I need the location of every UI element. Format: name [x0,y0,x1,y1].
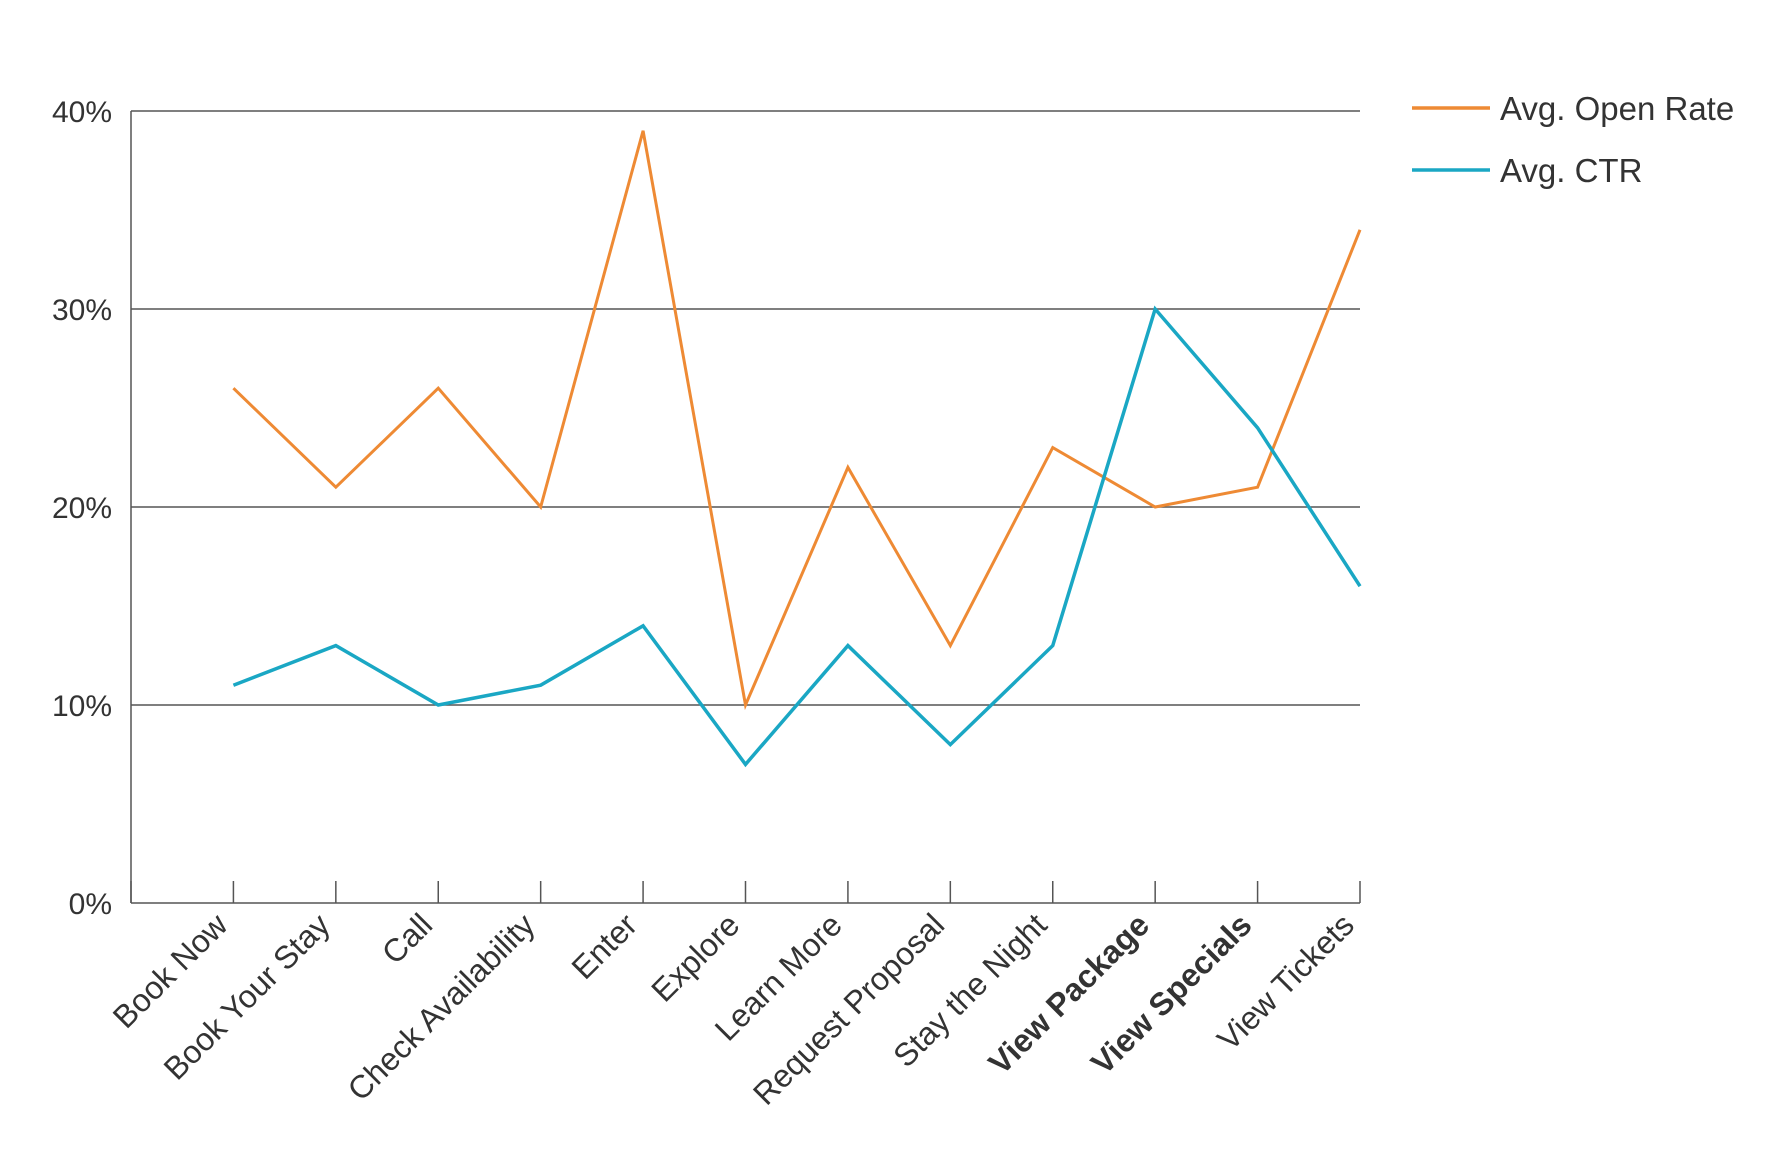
series-lines [232,130,1362,768]
x-tick-label: Request Proposal [746,906,951,1111]
series-line [232,305,1362,768]
y-tick-label: 20% [52,492,112,525]
y-tick-label: 30% [52,294,112,327]
y-tick-labels: 0% 10% 20% 30% 40% [52,96,112,921]
x-tick-label: Check Availability [340,906,541,1107]
x-tick-label: Call [375,906,439,970]
legend: Avg. Open Rate Avg. CTR [1412,90,1734,189]
x-tick-label: Explore [644,906,746,1008]
y-tick-label: 10% [52,690,112,723]
legend-label: Avg. CTR [1500,152,1642,189]
y-tick-label: 0% [69,888,112,921]
y-tick-label: 40% [52,96,112,129]
series-line [232,130,1362,711]
legend-label: Avg. Open Rate [1500,90,1734,127]
gridlines [131,110,1360,706]
axes [130,111,1361,904]
x-tick-label: Enter [564,906,644,986]
